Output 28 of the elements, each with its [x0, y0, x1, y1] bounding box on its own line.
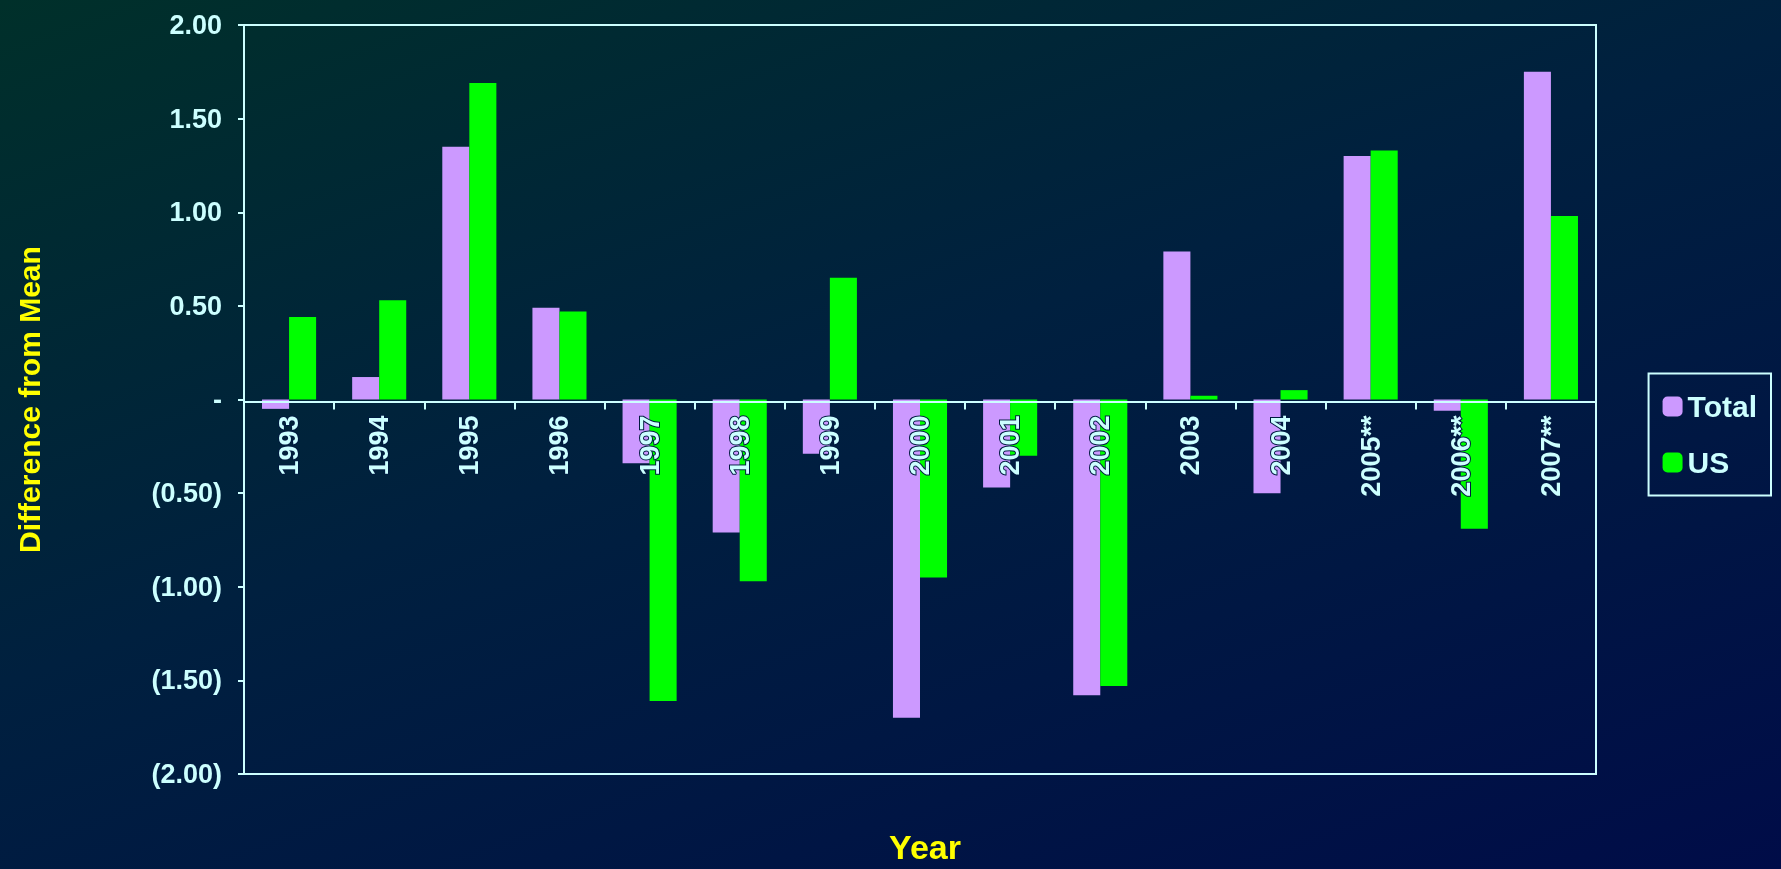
- y-tick-label: (0.50): [151, 478, 222, 509]
- y-tick-label: 2.00: [169, 10, 222, 40]
- x-axis-title: Year: [889, 828, 961, 866]
- x-tick-label: 2005**: [1355, 415, 1386, 497]
- x-tick-label: 1993: [274, 415, 305, 476]
- x-tick-label: 1998: [724, 415, 755, 476]
- legend-label: Total: [1687, 390, 1757, 423]
- y-tick-label: (2.00): [151, 759, 222, 789]
- x-tick-label: 1996: [544, 415, 575, 476]
- x-tick-label: 2001: [995, 415, 1026, 476]
- x-tick-label: 2000: [905, 415, 935, 476]
- y-tick-label: 1.00: [169, 197, 222, 228]
- x-tick-label: 2003: [1175, 415, 1206, 476]
- y-tick-label: 0.50: [169, 290, 222, 321]
- x-tick-label: 1999: [814, 415, 845, 476]
- y-tick-label: (1.00): [151, 571, 222, 602]
- x-tick-label: 2007**: [1535, 415, 1566, 497]
- legend-label: US: [1687, 446, 1730, 479]
- y-tick-label: (1.50): [151, 665, 222, 696]
- x-tick-label: 2002: [1085, 415, 1116, 476]
- x-tick-label: 2004: [1265, 415, 1296, 476]
- x-tick-label: 1997: [634, 415, 665, 476]
- y-axis-title: Difference from Mean: [12, 246, 46, 553]
- x-tick-label: 1994: [364, 415, 395, 476]
- x-tick-label: 2006**: [1445, 415, 1476, 497]
- x-tick-label: 1995: [454, 415, 485, 476]
- y-tick-label: -: [213, 384, 222, 415]
- y-tick-label: 1.50: [169, 103, 222, 134]
